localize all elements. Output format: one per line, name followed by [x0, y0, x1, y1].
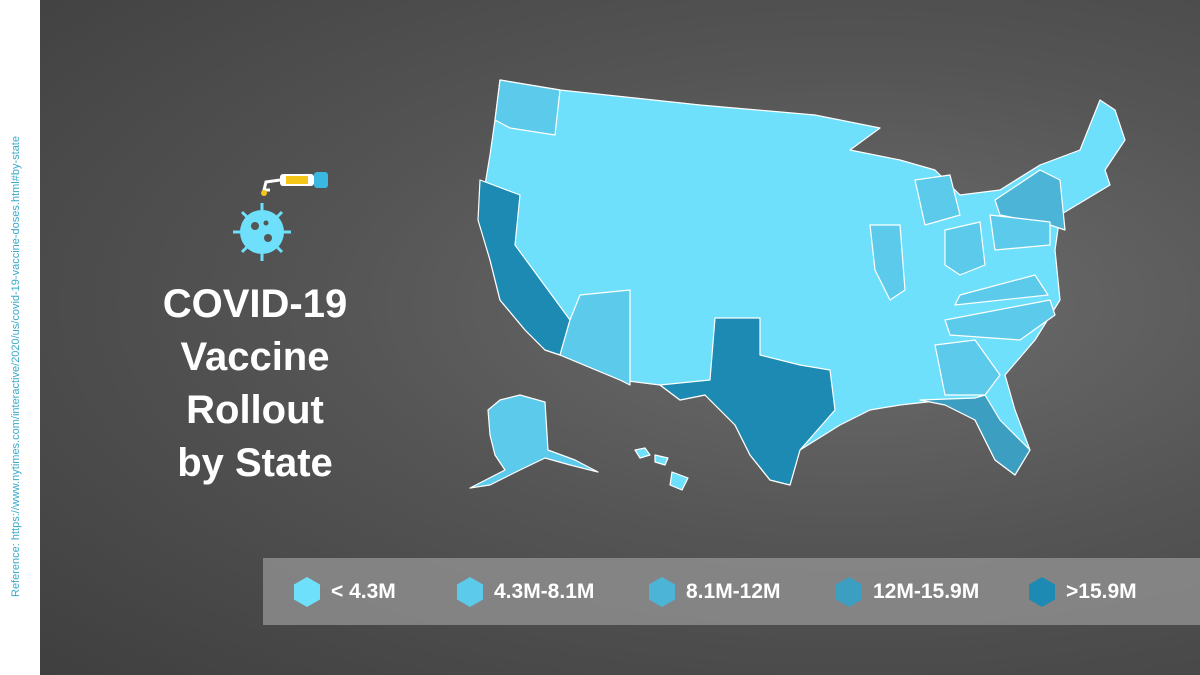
state: [869, 224, 906, 301]
legend-label: 12M-15.9M: [873, 579, 980, 603]
legend-label: 4.3M-8.1M: [494, 579, 595, 603]
state: [989, 214, 1051, 251]
legend-swatch: [649, 576, 675, 607]
state: [659, 317, 836, 486]
title: COVID-19 Vaccine Rollout by State: [120, 278, 390, 490]
legend-swatch: [294, 576, 320, 607]
state: [654, 454, 669, 466]
legend-item: >15.9M: [1028, 558, 1137, 625]
dropper-icon: [261, 172, 328, 196]
state: [469, 394, 599, 489]
state: [494, 79, 561, 136]
state: [994, 169, 1066, 231]
state: [477, 179, 571, 356]
legend-item: < 4.3M: [293, 558, 396, 625]
state: [914, 174, 961, 226]
legend-label: 8.1M-12M: [686, 579, 781, 603]
title-line: Vaccine Rollout: [180, 335, 330, 432]
legend-swatch: [1029, 576, 1055, 607]
state: [934, 339, 1001, 396]
legend-item: 4.3M-8.1M: [456, 558, 594, 625]
state: [919, 394, 1031, 476]
legend-item: 8.1M-12M: [648, 558, 781, 625]
legend-label: < 4.3M: [331, 579, 396, 603]
legend-swatch: [457, 576, 483, 607]
state: [669, 471, 689, 491]
state: [559, 289, 631, 386]
legend-item: 12M-15.9M: [835, 558, 979, 625]
virus-icon: [233, 203, 291, 261]
state: [634, 447, 651, 459]
state: [954, 274, 1049, 306]
legend: < 4.3M 4.3M-8.1M 8.1M-12M 12M-15.9M >15.9M: [263, 558, 1200, 625]
legend-swatch: [836, 576, 862, 607]
title-line: COVID-19: [162, 282, 348, 326]
title-line: by State: [177, 441, 333, 485]
state: [944, 221, 986, 276]
state: [944, 299, 1056, 341]
legend-label: >15.9M: [1066, 579, 1137, 603]
